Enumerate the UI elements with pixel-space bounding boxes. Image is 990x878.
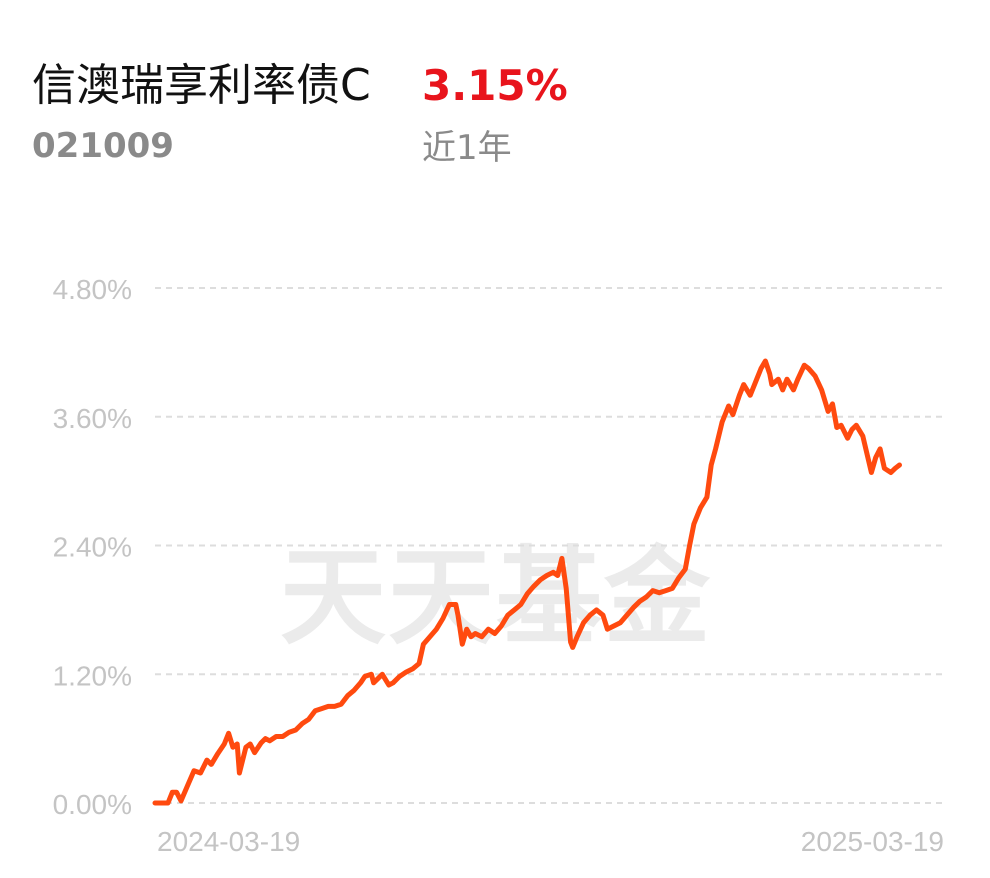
y-tick-label: 3.60% <box>53 403 132 434</box>
fund-return: 3.15% <box>422 61 568 110</box>
fund-code: 021009 <box>32 126 174 166</box>
series-line <box>152 358 902 806</box>
watermark-text: 天天基金 <box>280 534 712 659</box>
fund-name: 信澳瑞享利率债C <box>32 60 371 111</box>
y-tick-label: 2.40% <box>53 532 132 563</box>
y-tick-label: 0.00% <box>53 789 132 820</box>
period-label: 近1年 <box>422 128 512 168</box>
x-tick-label: 2025-03-19 <box>801 826 944 857</box>
x-tick-label: 2024-03-19 <box>157 826 300 857</box>
y-tick-label: 4.80% <box>53 274 132 305</box>
y-tick-label: 1.20% <box>53 660 132 691</box>
